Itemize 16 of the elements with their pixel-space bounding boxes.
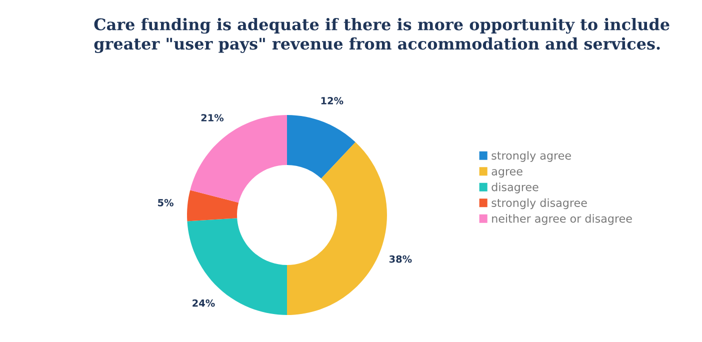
- donut-slice: [287, 142, 387, 315]
- data-label: 24%: [192, 299, 215, 307]
- legend-label: strongly disagree: [492, 198, 587, 210]
- donut-slice: [187, 190, 239, 222]
- legend-label: strongly agree: [492, 151, 571, 162]
- legend-label: agree: [492, 169, 522, 178]
- data-label: 5%: [158, 198, 174, 206]
- legend-label: disagree: [492, 182, 538, 194]
- data-label: 12%: [321, 97, 344, 104]
- donut-slice: [287, 115, 356, 179]
- data-label: 21%: [201, 114, 224, 122]
- legend-label: neither agree or disagree: [492, 214, 632, 225]
- data-label: 38%: [389, 255, 412, 263]
- chart-title: Care funding is adequate if there is more opportunity to include greater "user pays" revenue from accommodation and services.: [94, 18, 670, 54]
- donut-slice: [190, 115, 287, 203]
- donut-slice: [187, 218, 287, 315]
